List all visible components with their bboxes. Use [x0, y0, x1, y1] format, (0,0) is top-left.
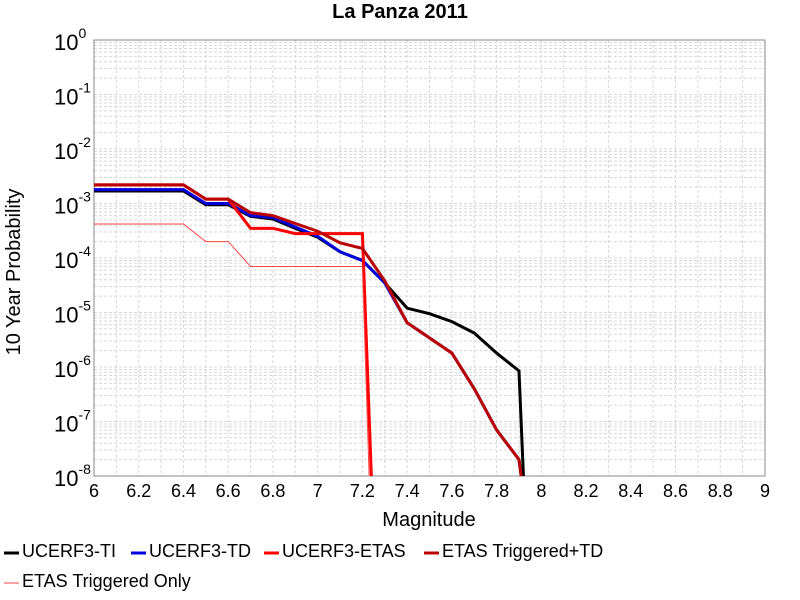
series-line-ucerf3-etas	[94, 183, 373, 477]
y-tick-labels: 100 10-1 10-2 10-3 10-4 10-5 10-6 10-7 10-8	[54, 25, 91, 491]
x-tick-label: 9	[760, 481, 770, 501]
y-tick-label: 10-5	[54, 298, 91, 328]
x-tick-label: 7.4	[395, 481, 420, 501]
legend-label: ETAS Triggered Only	[22, 571, 191, 591]
y-tick-label: 10-2	[54, 134, 91, 164]
series-line-etas-triggered-only	[94, 223, 370, 477]
chart-title: La Panza 2011	[332, 1, 468, 23]
x-tick-labels: 6 6.2 6.4 6.6 6.8 7 7.2 7.4 7.6 7.8 8 8.2 8.4 8.6 8.8 9	[89, 481, 770, 501]
y-tick-label: 10-1	[54, 80, 91, 110]
x-tick-label: 6.6	[216, 481, 241, 501]
series-lines	[94, 183, 525, 477]
legend-label: ETAS Triggered+TD	[442, 541, 603, 561]
x-axis-label: Magnitude	[382, 509, 475, 531]
y-axis-label: 10 Year Probability	[3, 189, 25, 356]
legend-label: UCERF3-ETAS	[282, 541, 406, 561]
y-tick-label: 10-4	[54, 243, 91, 273]
x-tick-label: 8.8	[708, 481, 733, 501]
plot-frame	[93, 39, 766, 477]
x-tick-label: 8.2	[574, 481, 599, 501]
x-tick-label: 7.6	[439, 481, 464, 501]
x-tick-label: 8	[536, 481, 546, 501]
y-tick-label: 10-8	[54, 461, 91, 491]
y-tick-label: 100	[54, 25, 86, 55]
x-tick-label: 6.8	[260, 481, 285, 501]
x-tick-label: 7	[313, 481, 323, 501]
legend-label: UCERF3-TD	[149, 541, 251, 561]
y-tick-label: 10-3	[54, 189, 91, 219]
x-tick-label: 6.4	[171, 481, 196, 501]
y-tick-label: 10-6	[54, 352, 91, 382]
x-tick-label: 6.2	[126, 481, 151, 501]
legend-label: UCERF3-TI	[22, 541, 116, 561]
y-tick-label: 10-7	[54, 407, 91, 437]
grid	[93, 39, 766, 477]
x-tick-label: 8.4	[618, 481, 643, 501]
x-tick-label: 7.8	[484, 481, 509, 501]
legend: UCERF3-TI UCERF3-TD UCERF3-ETAS ETAS Trigge…	[4, 541, 603, 591]
series-line-etas-triggered-td	[94, 183, 523, 477]
x-tick-label: 7.2	[350, 481, 375, 501]
x-tick-label: 6	[89, 481, 99, 501]
x-tick-label: 8.6	[663, 481, 688, 501]
